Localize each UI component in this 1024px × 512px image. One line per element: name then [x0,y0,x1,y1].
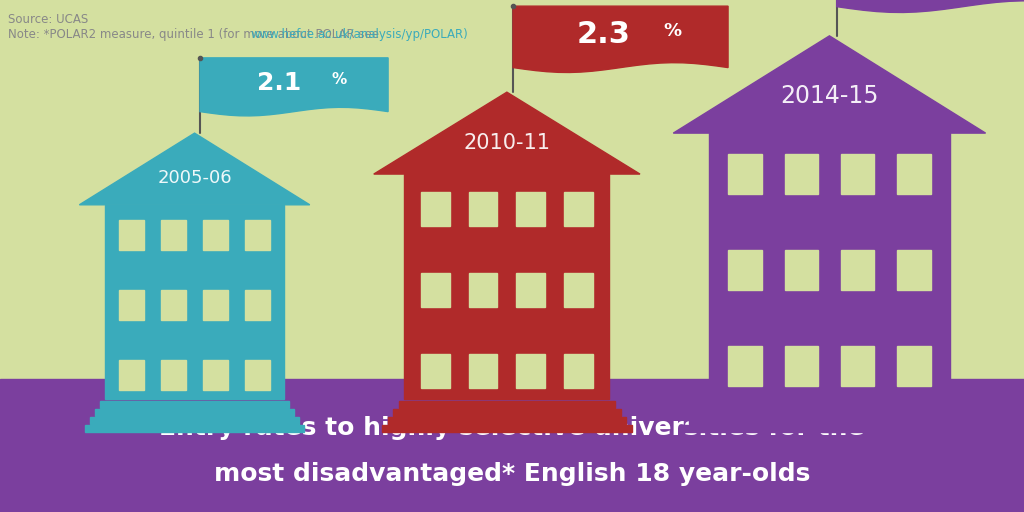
Bar [245,220,270,249]
Bar [897,250,931,290]
Text: Note: *POLAR2 measure, quintile 1 (for more about POLAR see: Note: *POLAR2 measure, quintile 1 (for m… [8,28,383,41]
Text: 2.1: 2.1 [257,71,301,95]
Bar [784,346,818,386]
Bar [203,290,228,319]
Bar [387,417,627,424]
Text: %: % [332,72,347,88]
Bar [421,192,450,226]
Bar [404,174,609,399]
Bar [784,250,818,290]
Bar [784,155,818,195]
Bar [119,220,144,249]
Bar [119,360,144,390]
Polygon shape [80,133,309,205]
Polygon shape [200,58,388,116]
Bar [95,409,294,416]
Bar [689,417,970,424]
Bar [393,409,621,416]
Bar [421,354,450,388]
Bar [516,192,545,226]
Bar [421,273,450,307]
Bar [702,401,956,408]
Bar [161,290,186,319]
Bar [516,354,545,388]
Bar [841,155,874,195]
Bar [382,425,632,432]
Text: 2005-06: 2005-06 [158,168,231,186]
Bar [683,425,976,432]
Bar [897,155,931,195]
Text: most disadvantaged* English 18 year-olds: most disadvantaged* English 18 year-olds [214,462,810,485]
Bar [710,133,950,399]
Bar [564,354,593,388]
Bar [897,346,931,386]
Polygon shape [837,0,1024,12]
Bar [161,220,186,249]
Bar [728,155,762,195]
Bar [203,220,228,249]
Text: Entry rates to highly selective universities for the: Entry rates to highly selective universi… [160,416,864,439]
Bar [469,273,498,307]
Text: 2.3: 2.3 [577,20,631,49]
Bar [564,192,593,226]
Bar [203,360,228,390]
Polygon shape [374,92,640,174]
Text: www.hefce.ac.uk/analysis/yp/POLAR): www.hefce.ac.uk/analysis/yp/POLAR) [251,28,469,41]
Bar [85,425,304,432]
Text: Source: UCAS: Source: UCAS [8,13,88,26]
Bar [90,417,299,424]
Polygon shape [513,6,728,73]
Bar [245,360,270,390]
Text: 2014-15: 2014-15 [780,84,879,108]
Bar [399,401,614,408]
Text: %: % [664,23,681,40]
Bar [728,250,762,290]
Text: 2010-11: 2010-11 [464,133,550,153]
Bar [161,360,186,390]
Bar [841,250,874,290]
Bar [245,290,270,319]
Bar [841,346,874,386]
Bar [469,354,498,388]
Bar [100,401,289,408]
Bar [105,205,284,399]
Bar [728,346,762,386]
Bar [696,409,963,416]
Bar [469,192,498,226]
Bar [516,273,545,307]
Polygon shape [674,36,985,133]
Bar [0,379,1024,512]
Bar [119,290,144,319]
Bar [564,273,593,307]
